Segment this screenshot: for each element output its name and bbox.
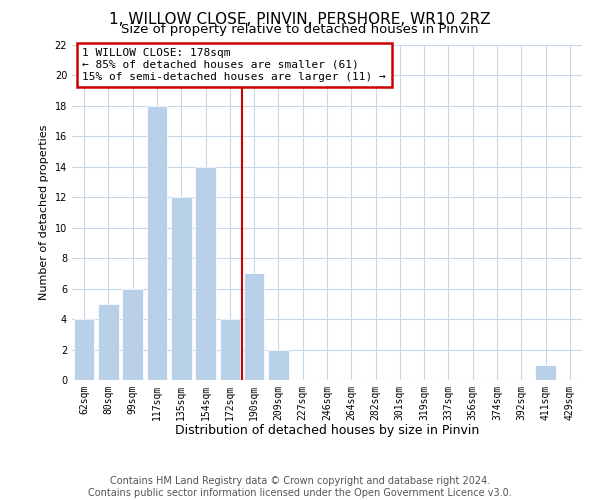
Bar [171, 198, 191, 380]
Bar [146, 106, 167, 380]
Bar [268, 350, 289, 380]
Y-axis label: Number of detached properties: Number of detached properties [39, 125, 49, 300]
Bar [535, 365, 556, 380]
Bar [220, 319, 240, 380]
Text: 1, WILLOW CLOSE, PINVIN, PERSHORE, WR10 2RZ: 1, WILLOW CLOSE, PINVIN, PERSHORE, WR10 … [109, 12, 491, 26]
Bar [244, 274, 265, 380]
Text: 1 WILLOW CLOSE: 178sqm
← 85% of detached houses are smaller (61)
15% of semi-det: 1 WILLOW CLOSE: 178sqm ← 85% of detached… [82, 48, 386, 82]
Bar [195, 167, 216, 380]
Text: Size of property relative to detached houses in Pinvin: Size of property relative to detached ho… [121, 22, 479, 36]
Bar [74, 319, 94, 380]
Bar [98, 304, 119, 380]
Bar [122, 288, 143, 380]
X-axis label: Distribution of detached houses by size in Pinvin: Distribution of detached houses by size … [175, 424, 479, 438]
Text: Contains HM Land Registry data © Crown copyright and database right 2024.
Contai: Contains HM Land Registry data © Crown c… [88, 476, 512, 498]
